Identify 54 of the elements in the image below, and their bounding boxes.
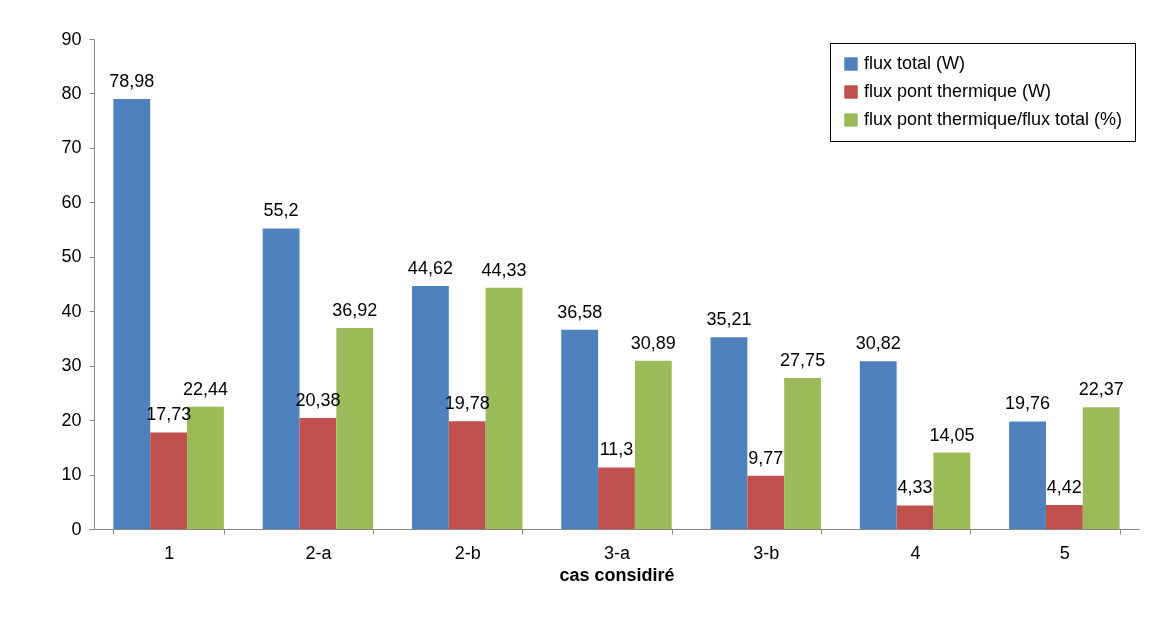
bar — [1009, 421, 1046, 529]
bar — [1045, 504, 1083, 529]
data-label: 19,76 — [1005, 393, 1051, 414]
bar — [634, 360, 672, 529]
data-label: 27,75 — [780, 349, 826, 370]
legend-label: flux pont thermique/flux total (%) — [864, 109, 1123, 129]
x-tick-label: 3-b — [753, 542, 780, 563]
data-label: 22,44 — [182, 378, 228, 399]
data-label: 30,82 — [855, 333, 901, 354]
bar — [859, 361, 897, 529]
bar — [150, 432, 188, 529]
y-tick-label: 80 — [61, 82, 82, 103]
legend-label: flux pont thermique (W) — [864, 81, 1052, 101]
bar — [561, 329, 599, 529]
x-axis-title: cas considiré — [559, 564, 675, 585]
x-tick-label: 4 — [910, 542, 921, 563]
x-tick-label: 3-a — [603, 542, 631, 563]
bar — [747, 475, 785, 529]
bar — [448, 421, 486, 529]
data-label: 4,33 — [897, 477, 933, 498]
data-label: 78,98 — [109, 71, 155, 91]
y-tick-label: 30 — [61, 355, 82, 376]
bar — [1082, 407, 1120, 529]
data-label: 44,33 — [481, 259, 527, 280]
data-label: 30,89 — [630, 332, 676, 353]
bar — [299, 418, 337, 529]
bar — [598, 467, 635, 529]
data-label: 44,62 — [407, 258, 453, 279]
data-label: 22,37 — [1078, 379, 1124, 400]
bar — [896, 505, 934, 529]
bar — [933, 452, 971, 529]
data-label: 35,21 — [706, 309, 752, 330]
y-tick-label: 60 — [61, 191, 82, 212]
data-label: 4,42 — [1046, 476, 1082, 497]
bar — [710, 337, 748, 529]
y-tick-label: 10 — [61, 464, 82, 485]
data-label: 36,92 — [332, 299, 378, 320]
bar — [784, 377, 822, 529]
legend-label: flux total (W) — [864, 53, 966, 73]
x-tick-label: 5 — [1059, 542, 1070, 563]
y-tick-label: 70 — [61, 137, 82, 158]
y-tick-label: 50 — [61, 246, 82, 267]
data-label: 14,05 — [929, 424, 975, 445]
data-label: 11,3 — [599, 439, 634, 460]
data-label: 55,2 — [263, 200, 299, 221]
y-tick-label: 90 — [61, 28, 82, 49]
x-tick-label: 2-b — [454, 542, 481, 563]
data-label: 36,58 — [557, 301, 603, 322]
x-tick-label: 1 — [164, 542, 175, 563]
y-tick-label: 0 — [71, 518, 82, 539]
y-tick-label: 40 — [61, 300, 82, 321]
x-tick-label: 2-a — [305, 542, 333, 563]
data-label: 9,77 — [748, 447, 784, 468]
y-tick-label: 20 — [61, 409, 82, 430]
